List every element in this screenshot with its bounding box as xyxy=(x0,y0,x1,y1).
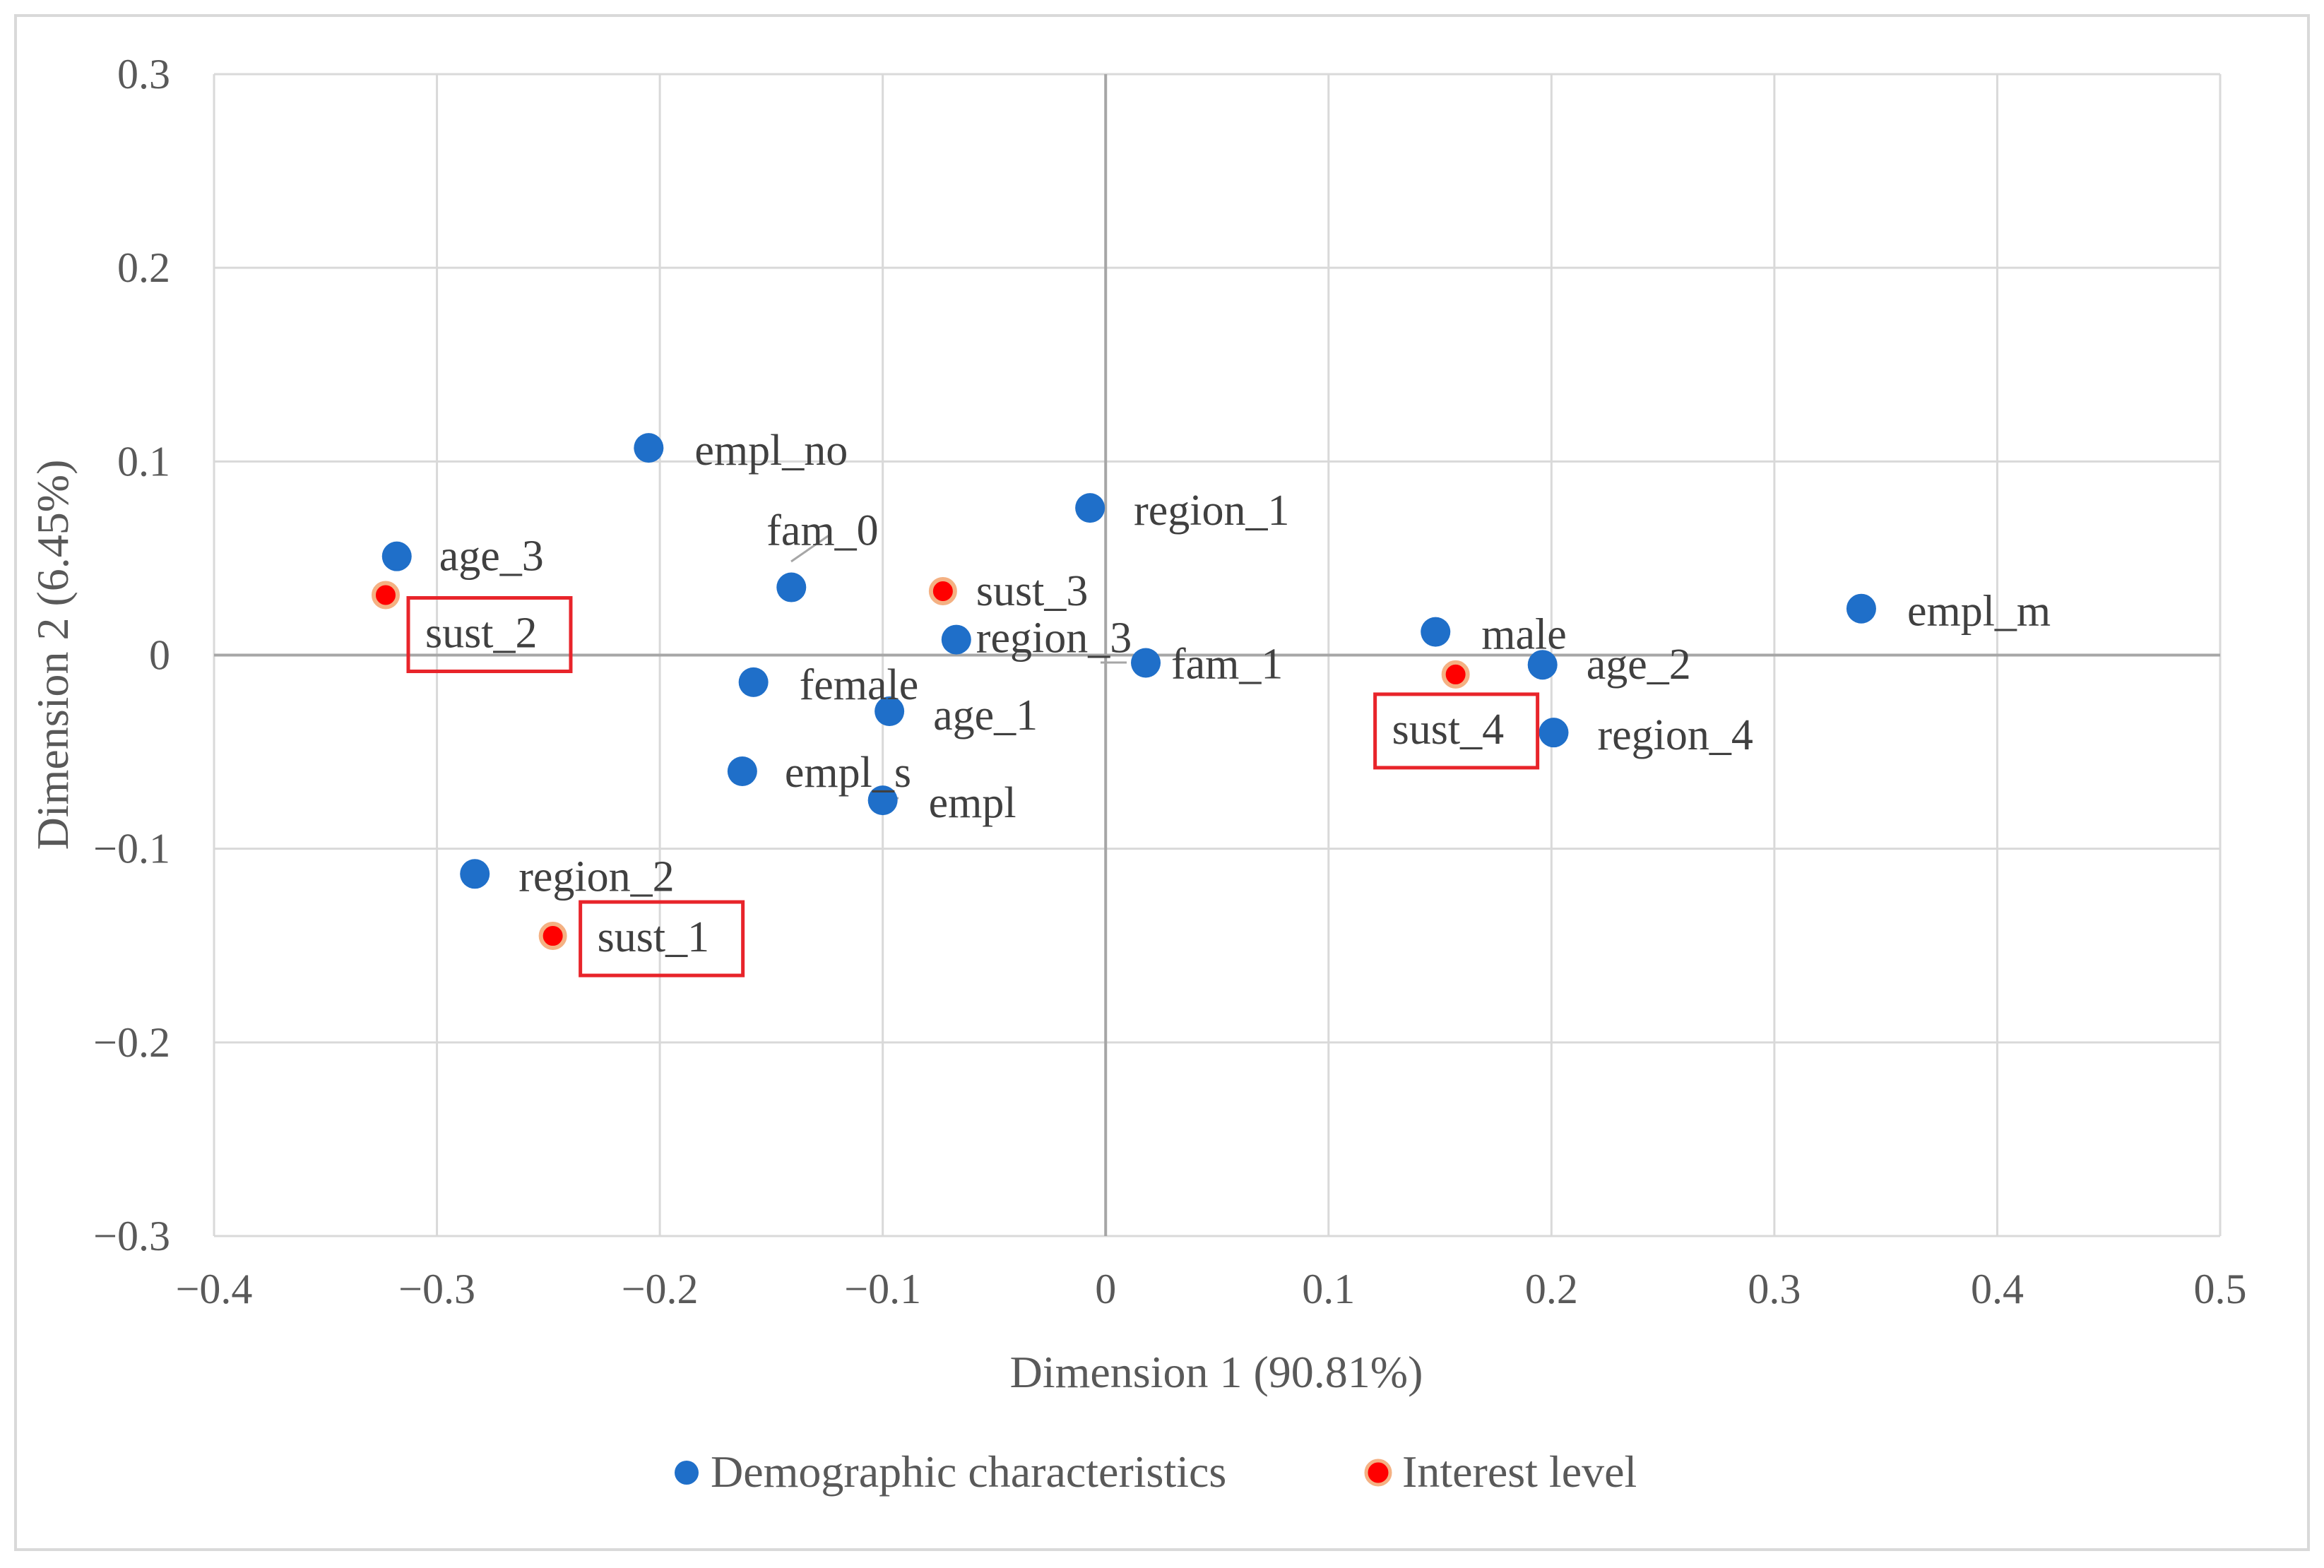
highlight-box xyxy=(406,596,573,674)
legend-label-demographic: Demographic characteristics xyxy=(711,1447,1226,1497)
x-axis-title: Dimension 1 (90.81%) xyxy=(1010,1347,1423,1397)
y-tick-label: 0.3 xyxy=(117,51,170,97)
interest-point xyxy=(928,577,957,606)
x-tick-label: −0.3 xyxy=(398,1266,475,1312)
axes xyxy=(214,74,2220,1236)
demographic-point xyxy=(1075,493,1105,523)
y-axis-title: Dimension 2 (6.45%) xyxy=(28,460,78,850)
legend-label-interest: Interest level xyxy=(1402,1447,1637,1497)
point-label: region_3 xyxy=(976,614,1132,663)
demographic-point xyxy=(381,541,412,571)
x-tick-label: 0.4 xyxy=(1971,1266,2024,1312)
legend-marker-demographic xyxy=(675,1461,699,1485)
x-tick-label: 0.3 xyxy=(1748,1266,1801,1312)
demographic-point xyxy=(460,859,490,889)
x-tick-label: 0.2 xyxy=(1525,1266,1578,1312)
leader-line xyxy=(790,533,831,563)
point-label: sust_4 xyxy=(1392,706,1504,754)
interest-point xyxy=(1441,660,1470,689)
point-label: sust_3 xyxy=(976,567,1088,615)
point-label: region_1 xyxy=(1134,487,1289,535)
highlight-box xyxy=(1373,692,1540,770)
y-tick-label: 0 xyxy=(149,632,170,679)
x-tick-label: −0.4 xyxy=(176,1266,253,1312)
point-label: female xyxy=(800,661,919,709)
point-label: region_4 xyxy=(1597,711,1753,759)
point-label: fam_0 xyxy=(766,507,878,555)
x-tick-label: 0 xyxy=(1095,1266,1116,1312)
demographic-point xyxy=(727,756,757,786)
point-label: male xyxy=(1481,611,1567,659)
x-tick-label: 0.1 xyxy=(1302,1266,1355,1312)
point-label: region_2 xyxy=(518,853,674,901)
highlight-boxes xyxy=(406,596,1540,978)
highlight-box xyxy=(579,900,745,978)
demographic-point xyxy=(634,433,664,463)
x-tick-label: 0.5 xyxy=(2194,1266,2247,1312)
x-tick-label: −0.1 xyxy=(844,1266,921,1312)
demographic-point xyxy=(867,785,898,816)
point-label: age_3 xyxy=(439,533,544,581)
demographic-point xyxy=(1131,648,1161,678)
y-tick-label: 0.2 xyxy=(117,244,170,291)
tick-labels: −0.4 −0.3 −0.2 −0.1 0 0.1 0.2 0.3 0.4 0.5−0.3−0.2… xyxy=(93,51,2246,1312)
demographic-point xyxy=(1846,593,1876,624)
y-tick-label: −0.3 xyxy=(93,1213,170,1259)
demographic-point xyxy=(1539,718,1569,748)
legend: Demographic characteristics Interest lev… xyxy=(675,1447,1637,1497)
y-tick-label: 0.1 xyxy=(117,438,170,485)
demographic-point xyxy=(1527,650,1558,680)
point-label: empl_s xyxy=(785,749,911,797)
demographic-point xyxy=(738,667,769,697)
point-label: empl_m xyxy=(1907,588,2051,636)
y-tick-label: −0.1 xyxy=(93,826,170,872)
chart-frame xyxy=(14,14,2310,1551)
interest-point xyxy=(371,581,400,610)
demographic-point xyxy=(776,572,807,602)
legend-marker-interest xyxy=(1364,1459,1392,1487)
interest-point xyxy=(538,922,567,951)
demographic-point xyxy=(941,624,971,655)
point-label: sust_1 xyxy=(598,913,709,961)
point-label: empl xyxy=(929,779,1016,827)
point-label: empl_no xyxy=(694,427,848,475)
y-tick-label: −0.2 xyxy=(93,1019,170,1066)
point-label: sust_2 xyxy=(425,610,537,658)
point-label: age_1 xyxy=(933,691,1038,740)
demographic-point xyxy=(875,696,905,727)
point-labels: empl_no region_1 fam_0 age_3 region_3 fam_1 fe… xyxy=(425,427,2051,961)
data-points xyxy=(371,433,1876,951)
demographic-point xyxy=(1421,617,1451,647)
point-label: fam_1 xyxy=(1171,640,1283,688)
x-tick-label: −0.2 xyxy=(622,1266,699,1312)
point-label: age_2 xyxy=(1587,641,1691,689)
